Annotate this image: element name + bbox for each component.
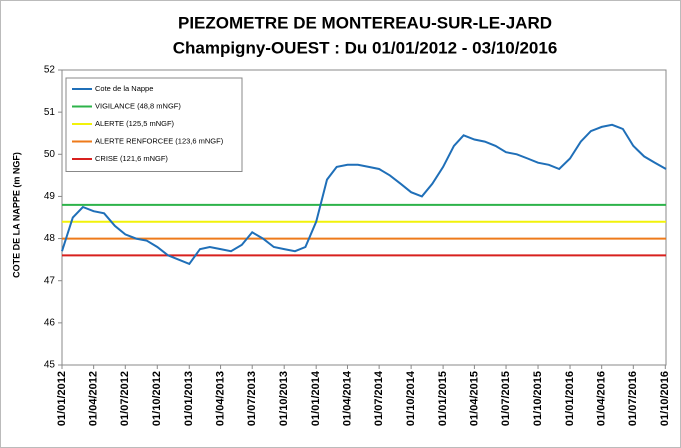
x-tick-label: 01/10/2012 [151,371,163,426]
x-tick-label: 01/10/2015 [532,371,544,426]
x-tick-label: 01/01/2014 [310,370,322,426]
x-tick-label: 01/07/2013 [246,371,258,426]
y-tick-label: 48 [44,233,56,244]
y-tick-label: 50 [44,149,56,160]
x-tick-label: 01/10/2014 [405,370,417,426]
x-tick-label: 01/04/2012 [88,371,100,426]
legend-box [65,77,243,172]
x-tick-label: 01/04/2015 [468,371,480,426]
y-tick-label: 46 [44,317,56,328]
x-tick-label: 01/04/2016 [596,371,608,426]
series-line [61,123,667,266]
legend-label: VIGILANCE (48,8 mNGF) [95,101,181,110]
chart-subtitle: Champigny-OUEST : Du 01/01/2012 - 03/10/… [173,38,558,57]
y-tick-label: 52 [44,65,56,76]
y-tick-label: 47 [44,275,56,286]
x-tick-label: 01/01/2016 [564,371,576,426]
x-tick-label: 01/04/2013 [214,371,226,426]
x-tick-label: 01/07/2012 [119,371,131,426]
x-tick-label: 01/01/2012 [56,371,68,426]
x-tick-label: 01/01/2013 [183,371,195,426]
legend-label: CRISE (121,6 mNGF) [95,154,168,163]
x-tick-label: 01/07/2014 [373,370,385,426]
legend-label: Cote de la Nappe [95,84,153,93]
y-tick-label: 45 [44,360,56,371]
x-tick-label: 01/04/2014 [341,370,353,426]
x-tick-label: 01/10/2013 [278,371,290,426]
x-tick-label: 01/10/2016 [659,371,671,426]
y-tick-label: 51 [44,107,56,118]
y-axis-label: COTE DE LA NAPPE (m NGF) [11,152,21,278]
x-tick-label: 01/01/2015 [437,371,449,426]
x-tick-label: 01/07/2015 [500,371,512,426]
legend-label: ALERTE (125,5 mNGF) [95,119,175,128]
x-tick-label: 01/07/2016 [627,371,639,426]
chart-title: PIEZOMETRE DE MONTEREAU-SUR-LE-JARD [178,13,552,32]
legend-label: ALERTE RENFORCEE (123,6 mNGF) [95,136,224,145]
y-tick-label: 49 [44,191,56,202]
